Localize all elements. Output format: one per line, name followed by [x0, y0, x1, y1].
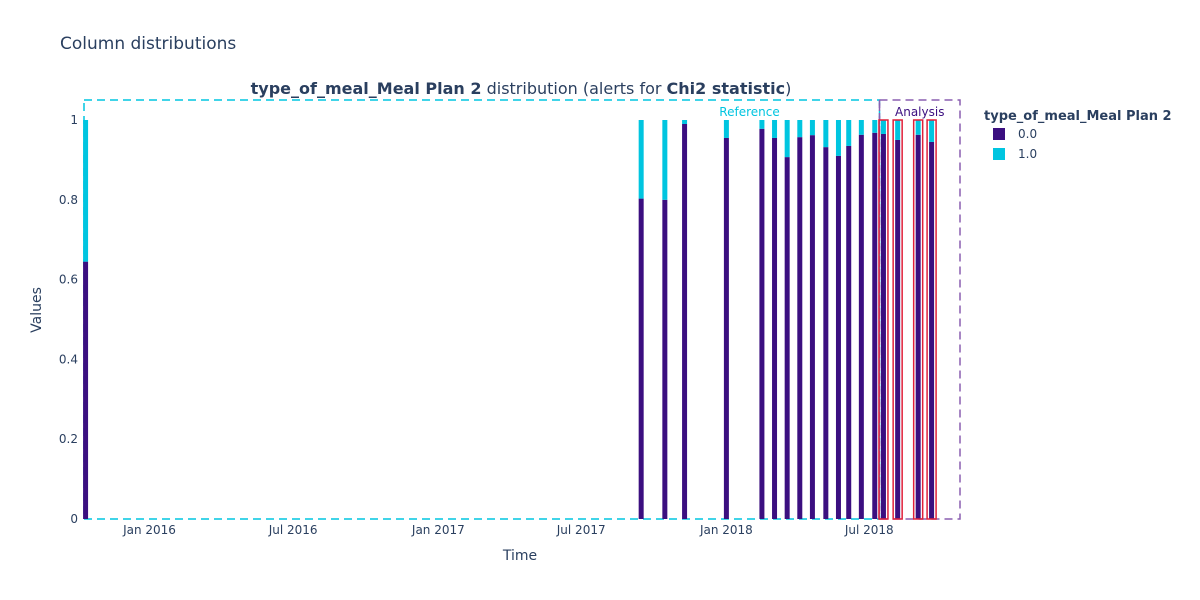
legend-item-label: 1.0 [1018, 147, 1037, 161]
period-label-analysis: Analysis [895, 105, 944, 119]
bar-segment-0 [872, 132, 878, 519]
bar-segment-1 [858, 120, 864, 135]
bar-segment-1 [915, 120, 921, 135]
chart-title: type_of_meal_Meal Plan 2 distribution (a… [251, 79, 792, 98]
bar-segment-1 [823, 120, 829, 148]
bar-segment-0 [858, 134, 864, 519]
bar-segment-1 [846, 120, 852, 146]
bar-segment-1 [759, 120, 765, 129]
bar-segment-1 [638, 120, 644, 199]
bar-segment-0 [929, 141, 935, 519]
bar-segment-1 [880, 120, 886, 134]
x-tick-label: Jul 2017 [556, 523, 606, 537]
chart-title-middle: distribution (alerts for [482, 79, 667, 98]
bar-segment-1 [872, 120, 878, 133]
bar-segment-1 [723, 120, 729, 138]
x-tick-label: Jul 2016 [268, 523, 318, 537]
bar-segment-0 [638, 198, 644, 519]
legend: type_of_meal_Meal Plan 2 0.0 1.0 [984, 109, 1172, 161]
bar-segment-1 [772, 120, 778, 138]
page-title: Column distributions [60, 34, 237, 54]
bar-segment-0 [662, 199, 668, 520]
y-tick-label: 0.4 [59, 352, 78, 366]
bar-segment-0 [809, 135, 815, 520]
alert-marker [912, 119, 924, 520]
bar-segment-0 [846, 145, 852, 519]
x-tick-label: Jan 2016 [122, 523, 176, 537]
bar-segment-0 [823, 147, 829, 519]
bar-segment-1 [682, 120, 688, 124]
bar-segment-1 [929, 120, 935, 142]
chart-title-feature: type_of_meal_Meal Plan 2 [251, 79, 482, 98]
bar-segment-0 [797, 137, 803, 520]
legend-swatch [993, 148, 1005, 160]
bar-segment-0 [895, 139, 901, 519]
bar-segment-1 [662, 120, 668, 200]
bar-segment-0 [784, 157, 790, 519]
x-tick-label: Jan 2017 [411, 523, 465, 537]
alert-marker [892, 119, 903, 520]
chart-title-end: ) [785, 79, 791, 98]
bar-segment-1 [797, 120, 803, 138]
bar-segment-1 [835, 120, 841, 156]
legend-swatch [993, 128, 1005, 140]
y-tick-label: 0.6 [59, 273, 78, 287]
alert-marker [926, 119, 937, 520]
bar-segment-0 [835, 155, 841, 519]
bar-segment-0 [759, 128, 765, 519]
bar-segment-1 [809, 120, 815, 136]
x-tick-label: Jan 2018 [699, 523, 753, 537]
x-tick-label: Jul 2018 [844, 523, 894, 537]
bar-segment-1 [784, 120, 790, 158]
y-tick-label: 0.8 [59, 193, 78, 207]
bar-segment-0 [772, 137, 778, 519]
bar-segment-0 [83, 261, 89, 519]
y-tick-label: 0 [70, 512, 78, 526]
bar-segment-0 [915, 134, 921, 519]
y-axis-title: Values [29, 287, 45, 333]
period-label-reference: Reference [719, 105, 779, 119]
chart-title-metric: Chi2 statistic [667, 79, 786, 98]
legend-title: type_of_meal_Meal Plan 2 [984, 109, 1172, 124]
bar-segment-0 [682, 123, 688, 520]
alert-marker [878, 119, 889, 520]
x-axis-title: Time [502, 548, 537, 564]
legend-item-label: 0.0 [1018, 127, 1037, 141]
bar-segment-1 [83, 120, 89, 262]
y-tick-label: 1 [70, 113, 78, 127]
bar-segment-0 [723, 137, 729, 519]
bar-segment-1 [895, 120, 901, 140]
bar-segment-0 [880, 133, 886, 519]
y-tick-label: 0.2 [59, 432, 78, 446]
